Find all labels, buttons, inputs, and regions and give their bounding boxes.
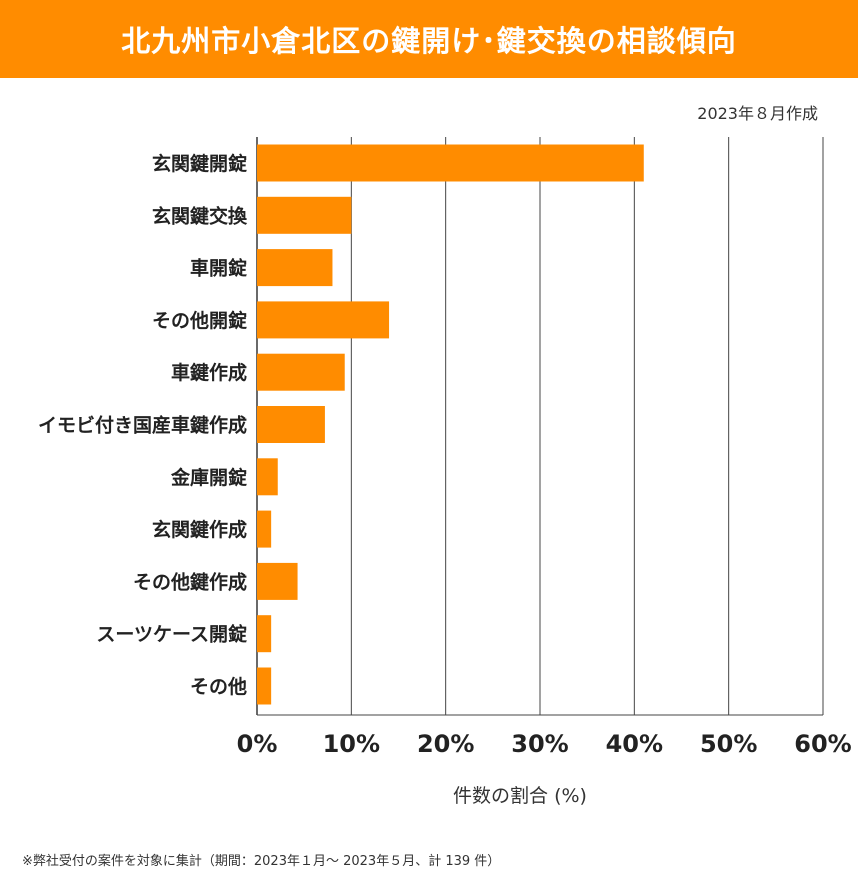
bar	[257, 144, 644, 182]
category-label: 車鍵作成	[171, 361, 247, 384]
bar	[257, 615, 272, 653]
x-tick-label: 10%	[323, 730, 380, 758]
x-tick-label: 20%	[417, 730, 474, 758]
bar	[257, 667, 272, 705]
created-date: 2023年８月作成	[697, 104, 818, 123]
category-label: イモビ付き国産車鍵作成	[38, 414, 247, 437]
bar	[257, 562, 298, 600]
x-tick-label: 60%	[794, 730, 851, 758]
category-label: 玄関鍵開錠	[152, 152, 247, 175]
chart-title: 北九州市小倉北区の鍵開け･鍵交換の相談傾向	[121, 24, 737, 58]
category-label: 金庫開錠	[170, 466, 247, 489]
bar	[257, 301, 390, 339]
category-label: その他鍵作成	[133, 570, 247, 593]
bar	[257, 510, 272, 548]
category-label: 玄関鍵作成	[152, 518, 247, 541]
category-label: その他開錠	[152, 309, 247, 332]
category-label: スーツケース開錠	[96, 623, 247, 646]
category-label: その他	[190, 675, 247, 698]
bar	[257, 196, 352, 234]
footnote: ※弊社受付の案件を対象に集計（期間：2023年１月～ 2023年５月、計 139…	[22, 854, 501, 869]
x-tick-label: 30%	[511, 730, 568, 758]
bar	[257, 249, 333, 287]
bar	[257, 353, 345, 391]
title-banner: 北九州市小倉北区の鍵開け･鍵交換の相談傾向	[0, 0, 858, 78]
bar	[257, 458, 278, 496]
category-label: 車開錠	[190, 257, 247, 280]
x-tick-label: 50%	[700, 730, 757, 758]
category-label: 玄関鍵交換	[152, 204, 248, 227]
x-tick-label: 0%	[237, 730, 278, 758]
x-axis-title: 件数の割合 (%)	[453, 785, 587, 807]
bar	[257, 406, 325, 443]
x-tick-label: 40%	[606, 730, 663, 758]
